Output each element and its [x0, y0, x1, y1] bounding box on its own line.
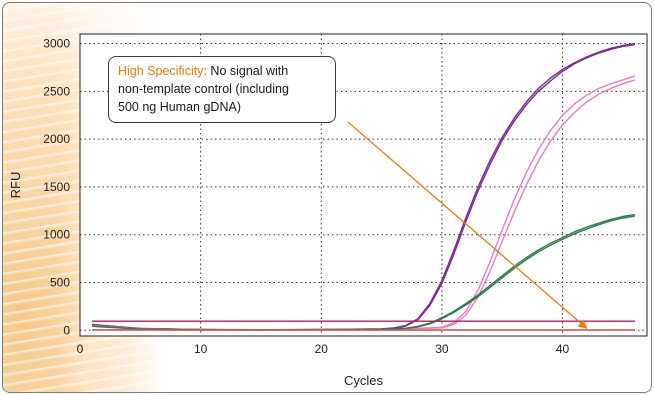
series-group — [92, 42, 636, 331]
y-tick-label: 3000 — [43, 37, 70, 51]
ticks: 0 10 20 30 40 0 500 1000 1500 2000 2500 3000 — [43, 37, 569, 356]
callout-text-line3: 500 ng Human gDNA) — [118, 100, 241, 114]
y-tick-label: 2000 — [43, 132, 70, 146]
y-tick-label: 2500 — [43, 84, 70, 98]
callout-highlight: High Specificity: — [118, 64, 207, 78]
x-tick-label: 0 — [77, 342, 84, 356]
y-axis-label: RFU — [8, 172, 23, 199]
x-axis-label: Cycles — [344, 373, 384, 388]
y-tick-label: 1000 — [43, 228, 70, 242]
x-tick-label: 30 — [435, 342, 449, 356]
plot-area — [79, 33, 648, 337]
x-tick-label: 40 — [556, 342, 570, 356]
callout-text-line1: No signal with — [206, 64, 289, 78]
specificity-callout: High Specificity: No signal with non-tem… — [108, 56, 336, 123]
y-tick-label: 1500 — [43, 180, 70, 194]
x-tick-label: 10 — [194, 342, 208, 356]
callout-text-line2: non-template control (including — [118, 82, 289, 96]
y-tick-label: 500 — [50, 275, 70, 289]
annotation-arrow — [347, 121, 588, 329]
x-tick-label: 20 — [315, 342, 329, 356]
y-tick-label: 0 — [63, 323, 70, 337]
